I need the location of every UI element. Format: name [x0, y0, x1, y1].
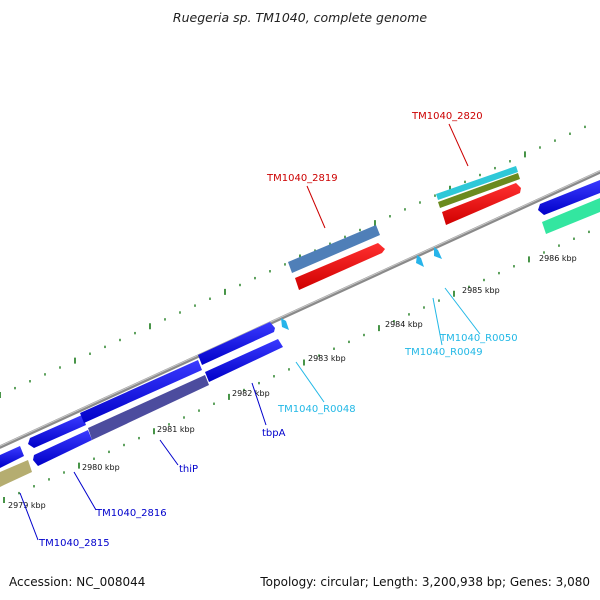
topology-text: Topology: circular; Length: 3,200,938 bp…	[259, 575, 590, 589]
label-leaders	[19, 123, 481, 541]
gene-arrow	[0, 446, 24, 468]
leader-line	[19, 492, 39, 541]
tick-label: 2980 kbp	[82, 463, 120, 472]
gene-label: TM1040_2819	[266, 173, 338, 184]
tick-label: 2982 kbp	[232, 389, 270, 398]
map-title: Ruegeria sp. TM1040, complete genome	[173, 10, 427, 25]
gene-arrow	[28, 415, 86, 448]
leader-line	[73, 471, 97, 511]
gene-arrow	[198, 322, 275, 365]
leader-line	[306, 185, 326, 229]
gene-arrow	[438, 173, 520, 208]
rna-features	[281, 247, 442, 330]
leader-line	[159, 439, 179, 466]
inner-dot-track	[3, 230, 590, 503]
rna-glyph	[416, 255, 424, 267]
outer-dot-track	[0, 125, 586, 398]
tick-label: 2979 kbp	[8, 501, 46, 510]
genome-backbone	[0, 170, 600, 449]
gene-arrow	[295, 243, 385, 290]
rna-glyph	[281, 318, 289, 330]
tick-label: 2985 kbp	[462, 286, 500, 295]
gene-arrow	[205, 339, 283, 382]
gene-arrow	[436, 166, 518, 200]
gene-arrow	[0, 460, 32, 487]
tick-labels: 2979 kbp 2980 kbp 2981 kbp 2982 kbp 2983…	[8, 254, 577, 510]
gene-arrow	[88, 375, 209, 440]
accession-text: Accession: NC_008044	[9, 575, 145, 589]
gene-label: TM1040_2816	[95, 508, 167, 519]
gene-features-outer	[0, 166, 600, 468]
gene-label: TM1040_R0050	[439, 333, 518, 344]
gene-label: TM1040_R0048	[277, 404, 356, 415]
gene-features-inner	[0, 183, 600, 487]
gene-arrow	[538, 180, 600, 215]
leader-line	[448, 123, 469, 167]
gene-arrow	[542, 198, 600, 234]
gene-label: TM1040_2815	[38, 538, 110, 549]
gene-arrow	[80, 360, 202, 423]
gene-arrow	[442, 183, 521, 225]
tick-label: 2983 kbp	[308, 354, 346, 363]
tick-label: 2986 kbp	[539, 254, 577, 263]
gene-label: TM1040_R0049	[404, 347, 483, 358]
gene-label: thiP	[179, 464, 198, 475]
gene-arrow	[33, 430, 92, 466]
leader-line	[432, 297, 443, 346]
tick-label: 2981 kbp	[157, 425, 195, 434]
leader-line	[444, 287, 481, 335]
leader-line	[295, 361, 325, 403]
rna-glyph	[434, 247, 442, 259]
gene-label: TM1040_2820	[411, 111, 483, 122]
gene-arrow	[288, 225, 380, 273]
tick-label: 2984 kbp	[385, 320, 423, 329]
gene-label: tbpA	[262, 428, 286, 439]
gene-labels: TM1040_2815 TM1040_2816 thiP tbpA TM1040…	[38, 111, 518, 549]
leader-line	[251, 382, 267, 426]
